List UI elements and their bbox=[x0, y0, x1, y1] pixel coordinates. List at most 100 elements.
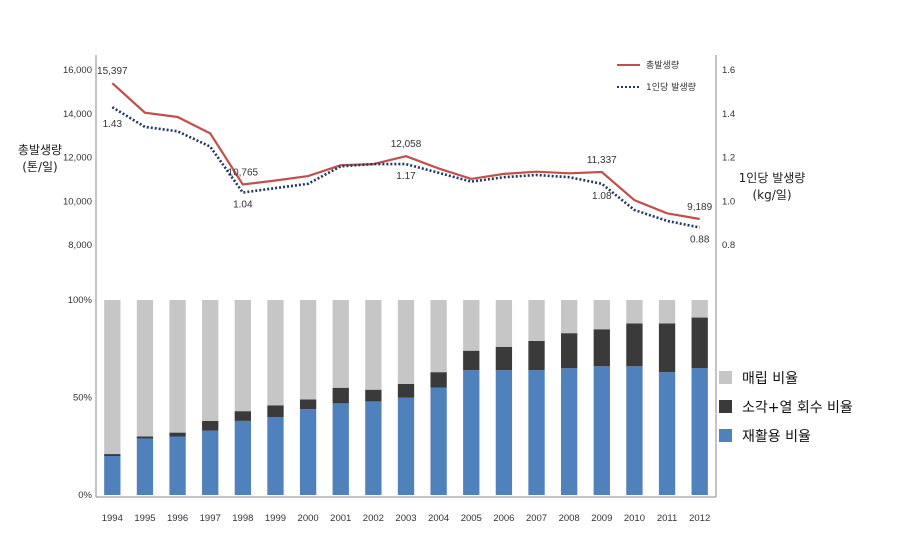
legend-label-incineration: 소각+열 회수 비율 bbox=[742, 400, 853, 416]
x-tick-label: 2012 bbox=[689, 513, 710, 524]
bar-segment bbox=[169, 432, 186, 437]
bar-segment bbox=[332, 387, 349, 404]
bar-segment bbox=[136, 300, 154, 437]
bar-segment bbox=[267, 405, 284, 417]
x-tick-label: 1995 bbox=[134, 513, 155, 524]
x-tick-label: 2010 bbox=[624, 513, 645, 524]
bar-segment bbox=[561, 300, 578, 334]
data-label: 1.43 bbox=[103, 119, 123, 130]
right-tick-label: 1.4 bbox=[722, 109, 735, 120]
bar-segment bbox=[104, 456, 121, 495]
data-label: 11,337 bbox=[587, 155, 617, 166]
bar-segment bbox=[561, 368, 578, 495]
x-tick-label: 1994 bbox=[102, 513, 123, 524]
data-label: 10,765 bbox=[228, 168, 259, 179]
left-tick-label: 10,000 bbox=[63, 196, 92, 207]
x-tick-label: 2003 bbox=[395, 513, 416, 524]
bar-segment bbox=[299, 399, 317, 410]
bar-segment bbox=[430, 300, 447, 373]
left-tick-label: 14,000 bbox=[63, 109, 92, 120]
bar-segment bbox=[430, 387, 447, 495]
right-axis-title-line2: (kg/일) bbox=[752, 188, 791, 202]
bar-segment bbox=[136, 438, 154, 495]
total-generation-line bbox=[111, 82, 700, 221]
bar-segment bbox=[234, 300, 251, 412]
legend-label-percapita: 1인당 발생량 bbox=[646, 81, 696, 93]
bar-segment bbox=[495, 370, 513, 495]
x-tick-label: 1998 bbox=[232, 513, 253, 524]
bar-segment bbox=[397, 383, 415, 398]
x-tick-label: 2011 bbox=[657, 513, 677, 524]
data-label: 1.17 bbox=[396, 171, 416, 182]
bar-segment bbox=[104, 300, 121, 455]
bar-segment bbox=[169, 300, 186, 433]
bar-segment bbox=[658, 372, 676, 495]
bar-segment bbox=[397, 397, 415, 495]
left-axis-title-line1: 총발생량 bbox=[18, 143, 62, 157]
data-label: 1.04 bbox=[233, 200, 253, 211]
bar-segment bbox=[332, 300, 349, 388]
bar-segment bbox=[495, 300, 513, 347]
bar-segment bbox=[626, 366, 643, 495]
bar-segment bbox=[202, 430, 219, 495]
bar-segment bbox=[691, 300, 708, 318]
bar-segment bbox=[463, 350, 480, 371]
bar-segment bbox=[593, 300, 610, 330]
legend-label-total: 총발생량 bbox=[646, 59, 679, 71]
percent-tick-label: 50% bbox=[73, 393, 93, 404]
bar-segment bbox=[202, 300, 219, 421]
x-tick-label: 2007 bbox=[526, 513, 547, 524]
bar-segment bbox=[104, 454, 121, 456]
left-tick-label: 8,000 bbox=[68, 240, 92, 251]
bar-segment bbox=[365, 300, 382, 390]
bar-segment bbox=[658, 300, 676, 324]
bar-segment bbox=[528, 370, 545, 495]
legend-swatch-landfill bbox=[719, 371, 732, 384]
bar-segment bbox=[626, 323, 643, 367]
percent-tick-label: 0% bbox=[78, 490, 92, 501]
stacked-bars bbox=[104, 300, 708, 495]
x-tick-label: 2005 bbox=[461, 513, 482, 524]
bar-segment bbox=[691, 368, 708, 495]
bar-segment bbox=[365, 389, 382, 402]
per-capita-line bbox=[111, 106, 700, 229]
x-tick-label: 2004 bbox=[428, 513, 449, 524]
x-tick-label: 2002 bbox=[363, 513, 384, 524]
x-tick-label: 1996 bbox=[167, 513, 188, 524]
bar-segment bbox=[626, 300, 643, 324]
legend-label-recycling: 재활용 비율 bbox=[742, 429, 811, 445]
right-tick-label: 0.8 bbox=[722, 240, 735, 251]
bar-segment bbox=[691, 317, 708, 369]
bar-segment bbox=[561, 333, 578, 369]
right-tick-label: 1.0 bbox=[722, 196, 735, 207]
bar-segment bbox=[267, 300, 284, 406]
bar-segment bbox=[463, 300, 480, 351]
x-tick-label: 2008 bbox=[559, 513, 580, 524]
bar-segment bbox=[495, 346, 513, 371]
data-label: 15,397 bbox=[97, 66, 128, 77]
right-tick-label: 1.6 bbox=[722, 65, 735, 76]
bar-segment bbox=[463, 370, 480, 495]
bar-segment bbox=[169, 436, 186, 495]
x-tick-label: 2006 bbox=[493, 513, 514, 524]
data-label: 0.88 bbox=[690, 235, 710, 246]
legend-swatch-recycling bbox=[719, 429, 732, 442]
bar-segment bbox=[234, 420, 251, 495]
bar-segment bbox=[267, 417, 284, 495]
x-tick-label: 2009 bbox=[591, 513, 612, 524]
data-label: 9,189 bbox=[687, 202, 712, 213]
left-tick-label: 16,000 bbox=[63, 65, 92, 76]
right-axis-title-line1: 1인당 발생량 bbox=[739, 171, 806, 185]
bar-segment bbox=[397, 300, 415, 384]
bar-segment bbox=[430, 372, 447, 388]
x-tick-label: 2001 bbox=[330, 513, 351, 524]
bar-segment bbox=[365, 401, 382, 495]
bar-segment bbox=[658, 323, 676, 373]
legend-swatch-incineration bbox=[719, 400, 732, 413]
data-label: 1.08 bbox=[592, 191, 612, 202]
bar-segment bbox=[528, 300, 545, 341]
bar-segment bbox=[332, 403, 349, 495]
bar-segment bbox=[136, 436, 154, 439]
bar-segment bbox=[299, 300, 317, 400]
